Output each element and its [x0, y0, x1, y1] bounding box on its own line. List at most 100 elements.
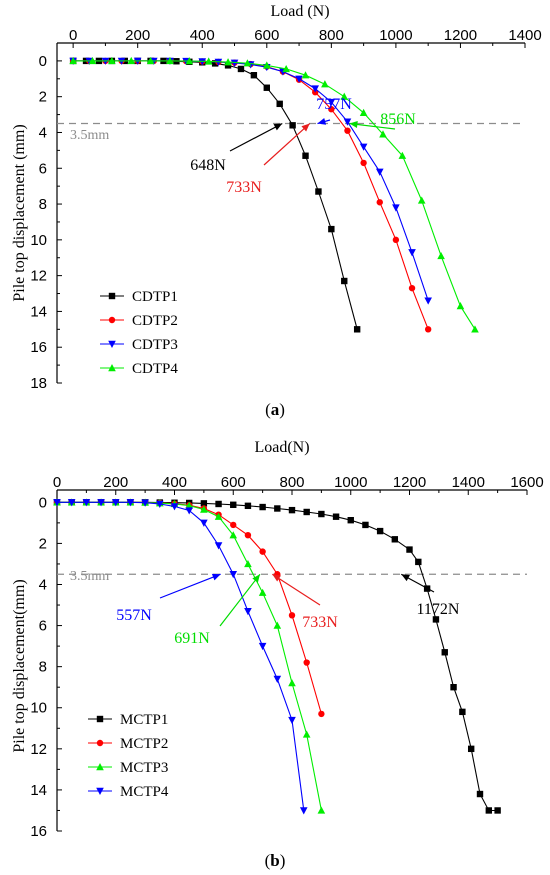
legend-marker — [108, 340, 116, 348]
x-tick-label: 1600 — [510, 474, 543, 491]
data-point — [476, 790, 484, 798]
data-point — [185, 57, 194, 65]
data-point — [259, 503, 266, 511]
data-point — [471, 325, 479, 333]
data-point — [392, 236, 400, 244]
x-tick-label: 800 — [279, 474, 304, 491]
x-tick-label: 0 — [53, 474, 61, 491]
data-point — [111, 499, 120, 507]
series-line-MCTP2 — [57, 501, 322, 715]
data-point — [321, 80, 329, 88]
data-point — [376, 199, 383, 206]
data-point — [250, 72, 258, 79]
data-point — [341, 277, 348, 285]
data-point — [214, 512, 223, 520]
x-tick-label: 1400 — [508, 27, 541, 44]
y-tick-label: 2 — [39, 535, 47, 552]
legend-marker — [96, 787, 104, 795]
chart-panel-a: 0 200 400 600 800 1000 1200 1400 0 2 4 6 8 10 12 14 16 18… — [11, 3, 542, 419]
data-point — [467, 745, 475, 753]
y-axis-title: Pile top displacement (mm) — [11, 124, 28, 301]
x-tick-label: 1000 — [379, 27, 412, 44]
y-tick-label: 0 — [39, 494, 47, 511]
y-tick-label: 8 — [39, 659, 47, 676]
data-point — [263, 84, 270, 91]
data-point — [375, 168, 384, 176]
legend-label: MCTP3 — [120, 760, 168, 776]
data-point — [276, 100, 283, 108]
data-point — [353, 326, 361, 333]
y-tick-label: 10 — [30, 232, 47, 249]
y-tick-label: 2 — [39, 89, 47, 106]
y-axis-title: Pile top displacement(mm) — [11, 579, 28, 752]
series-CDTP4 — [69, 56, 479, 333]
data-point — [441, 649, 448, 656]
series-line-MCTP4 — [57, 501, 305, 811]
x-axis-title: Load (N) — [270, 3, 329, 20]
data-point — [328, 225, 335, 233]
data-point — [288, 716, 296, 725]
data-point — [359, 143, 368, 151]
data-point — [214, 542, 223, 550]
legend-marker — [96, 763, 104, 771]
data-point — [200, 500, 208, 507]
x-axis-title: Load(N) — [254, 439, 309, 456]
data-point — [215, 500, 222, 508]
data-point — [318, 710, 325, 718]
series-line-CDTP4 — [73, 60, 476, 330]
x-tick-label: 600 — [254, 27, 279, 44]
data-point — [200, 519, 208, 527]
annotation-arrowhead — [349, 121, 358, 128]
annotation-arrowhead — [252, 574, 260, 583]
data-point — [303, 508, 310, 516]
data-point — [170, 503, 179, 511]
data-point — [244, 502, 252, 510]
legend-marker — [96, 739, 104, 747]
data-point — [262, 61, 271, 69]
data-point — [406, 546, 413, 553]
annotation-label: 856N — [380, 111, 416, 128]
data-point — [415, 558, 422, 566]
data-point — [417, 196, 426, 204]
data-point — [166, 56, 174, 65]
x-tick-label: 1200 — [444, 27, 477, 44]
annotation-arrow — [229, 122, 283, 152]
y-tick-label: 14 — [30, 782, 47, 799]
x-tick-label: 1400 — [452, 474, 485, 491]
data-point — [244, 559, 252, 568]
y-tick-label: 16 — [30, 339, 47, 356]
data-point — [359, 108, 368, 116]
data-point — [204, 57, 213, 65]
legend-label: CDTP1 — [132, 289, 178, 305]
x-tick-label: 200 — [125, 27, 150, 44]
data-point — [398, 151, 407, 159]
data-point — [362, 521, 369, 529]
data-point — [347, 516, 354, 524]
data-point — [289, 122, 296, 129]
data-point — [126, 499, 135, 507]
legend-marker — [96, 715, 104, 723]
data-point — [344, 127, 351, 134]
data-point — [273, 675, 282, 683]
y-tick-label: 14 — [30, 303, 47, 320]
data-point — [244, 607, 252, 616]
data-point — [332, 513, 340, 520]
data-point — [450, 684, 457, 691]
annotation-label: 757N — [316, 96, 352, 113]
data-point — [408, 284, 416, 292]
series-MCTP2 — [53, 499, 325, 718]
reference-line-label: 3.5mm — [70, 569, 109, 584]
annotation-label: 1172N — [417, 601, 460, 618]
y-tick-label: 8 — [39, 196, 47, 213]
data-point — [244, 531, 252, 539]
data-point — [424, 326, 432, 333]
annotation-label: 648N — [190, 157, 226, 174]
annotation-arrow — [219, 573, 261, 627]
data-point — [200, 505, 208, 513]
data-point — [459, 708, 466, 716]
legend-label: CDTP3 — [132, 337, 178, 353]
data-point — [156, 500, 164, 508]
data-point — [185, 507, 193, 515]
data-point — [288, 612, 296, 619]
data-point — [456, 302, 465, 310]
